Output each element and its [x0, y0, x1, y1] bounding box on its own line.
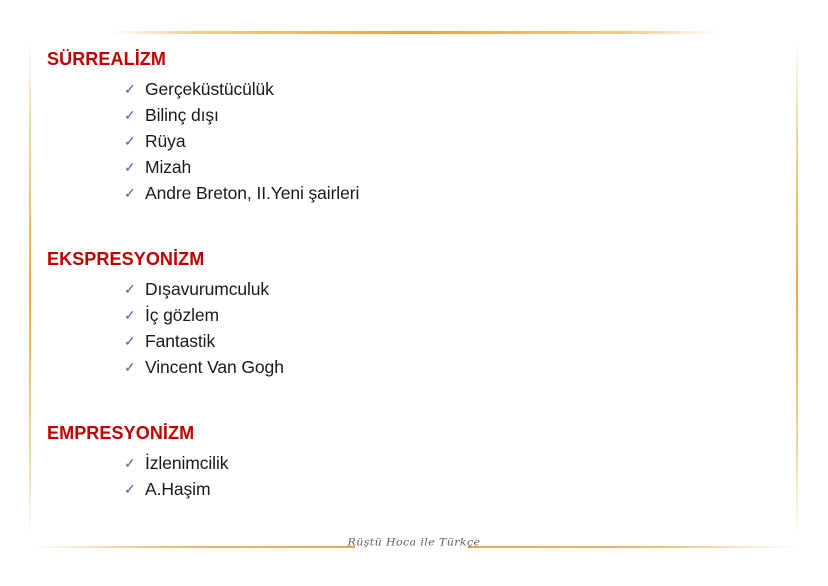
list-item-label: Gerçeküstücülük	[145, 79, 274, 99]
list-item-label: Fantastik	[145, 331, 216, 351]
list-item: ✓ Fantastik	[124, 329, 777, 355]
list-item: ✓ A.Haşim	[124, 477, 777, 503]
list-item: ✓ Bilinç dışı	[124, 103, 777, 129]
check-icon: ✓	[124, 455, 136, 471]
check-icon: ✓	[124, 481, 136, 497]
list-item-label: Dışavurumculuk	[145, 279, 270, 299]
check-icon: ✓	[124, 359, 136, 375]
check-icon: ✓	[124, 133, 136, 149]
bullet-list: ✓ Dışavurumculuk ✓ İç gözlem ✓ Fantastik…	[47, 277, 777, 381]
check-icon: ✓	[124, 281, 136, 297]
left-decorative-rule	[29, 40, 31, 538]
list-item: ✓ İzlenimcilik	[124, 451, 777, 477]
right-decorative-rule	[796, 40, 798, 538]
list-item-label: İç gözlem	[145, 305, 219, 325]
bullet-list: ✓ Gerçeküstücülük ✓ Bilinç dışı ✓ Rüya ✓…	[47, 77, 777, 207]
bullet-list: ✓ İzlenimcilik ✓ A.Haşim	[47, 451, 777, 503]
bottom-left-decorative-rule	[30, 546, 355, 548]
list-item-label: Andre Breton, II.Yeni şairleri	[145, 183, 360, 203]
section-ekspresyonizm: EKSPRESYONİZM ✓ Dışavurumculuk ✓ İç gözl…	[47, 248, 777, 381]
section-title: EMPRESYONİZM	[47, 423, 195, 443]
list-item: ✓ Mizah	[124, 155, 777, 181]
section-empresyonizm: EMPRESYONİZM ✓ İzlenimcilik ✓ A.Haşim	[47, 422, 777, 503]
top-decorative-rule	[110, 31, 718, 34]
list-item-label: A.Haşim	[145, 479, 211, 499]
list-item-label: Vincent Van Gogh	[145, 357, 284, 377]
section-title: EKSPRESYONİZM	[47, 249, 205, 269]
list-item: ✓ İç gözlem	[124, 303, 777, 329]
watermark-signature: Rüştü Hoca ile Türkçe	[347, 536, 481, 549]
slide-content: SÜRREALİZM ✓ Gerçeküstücülük ✓ Bilinç dı…	[47, 48, 777, 503]
list-item-label: Rüya	[145, 131, 186, 151]
list-item-label: İzlenimcilik	[145, 453, 229, 473]
bottom-right-decorative-rule	[468, 546, 798, 548]
check-icon: ✓	[124, 107, 136, 123]
list-item: ✓ Dışavurumculuk	[124, 277, 777, 303]
list-item: ✓ Gerçeküstücülük	[124, 77, 777, 103]
list-item: ✓ Rüya	[124, 129, 777, 155]
list-item: ✓ Vincent Van Gogh	[124, 355, 777, 381]
check-icon: ✓	[124, 333, 136, 349]
check-icon: ✓	[124, 81, 136, 97]
section-title: SÜRREALİZM	[47, 49, 166, 69]
list-item-label: Bilinç dışı	[145, 105, 219, 125]
check-icon: ✓	[124, 159, 136, 175]
check-icon: ✓	[124, 307, 136, 323]
list-item-label: Mizah	[145, 157, 192, 177]
section-surrealizm: SÜRREALİZM ✓ Gerçeküstücülük ✓ Bilinç dı…	[47, 48, 777, 207]
list-item: ✓ Andre Breton, II.Yeni şairleri	[124, 181, 777, 207]
check-icon: ✓	[124, 185, 136, 201]
